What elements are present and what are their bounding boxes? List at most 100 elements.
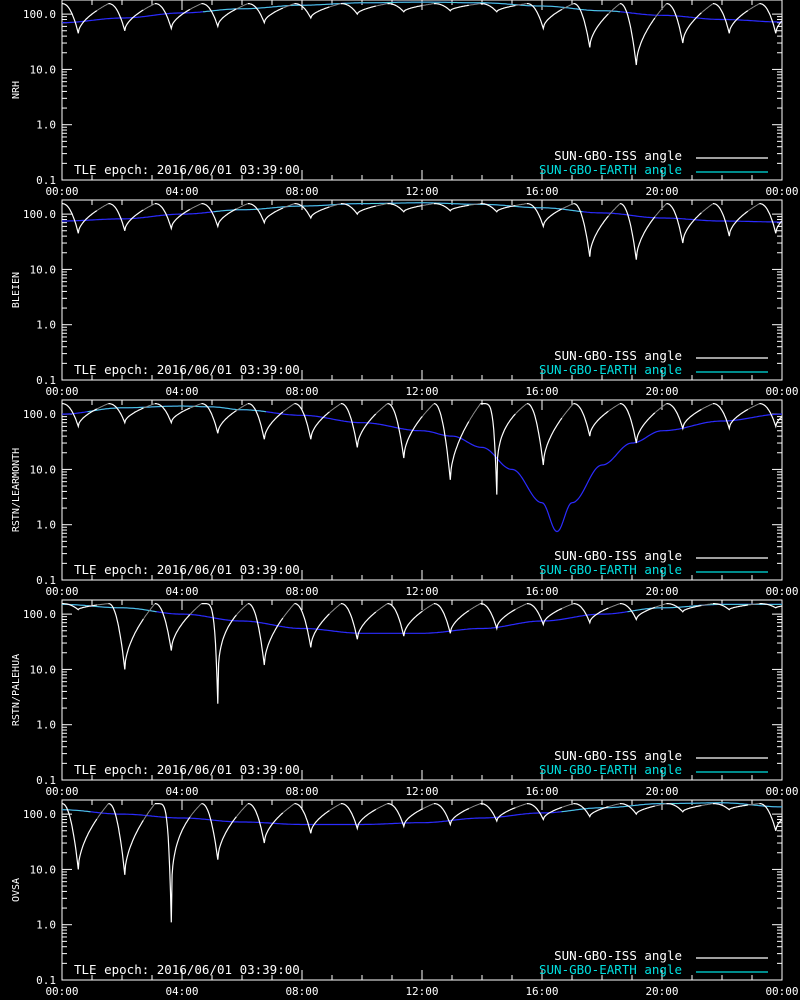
iss-angle-arc-dim [747, 803, 760, 806]
iss-angle-arc-dim [701, 803, 714, 806]
x-tick-label: 08:00 [285, 985, 318, 998]
iss-angle-arc [759, 802, 782, 831]
legend-earth-label: SUN-GBO-EARTH angle [539, 562, 682, 577]
y-tick-label: 100.0 [23, 808, 56, 821]
legend-earth-label: SUN-GBO-EARTH angle [539, 762, 682, 777]
iss-angle-arc-dim [747, 203, 760, 212]
x-tick-label: 12:00 [405, 785, 438, 798]
x-tick-label: 20:00 [645, 185, 678, 198]
y-axis-label: RSTN/PALEHUA [11, 654, 22, 726]
x-tick-label: 00:00 [45, 385, 78, 398]
legend-iss-label: SUN-GBO-ISS angle [554, 548, 682, 563]
tle-epoch-text: TLE epoch: 2016/06/01 03:39:00 [74, 762, 300, 777]
y-axis-label: BLEIEN [11, 272, 22, 308]
iss-angle-arc-dim [561, 203, 574, 210]
y-tick-label: 100.0 [23, 208, 56, 221]
iss-angle-arc-dim [468, 3, 481, 6]
iss-angle-arc [713, 203, 749, 237]
x-tick-label: 16:00 [525, 585, 558, 598]
iss-angle-arc [247, 603, 284, 666]
x-tick-label: 04:00 [165, 985, 198, 998]
legend-iss-label: SUN-GBO-ISS angle [554, 948, 682, 963]
iss-angle-arc [433, 403, 470, 480]
iss-angle-arc-dim [143, 403, 156, 409]
x-tick-label: 16:00 [525, 385, 558, 398]
iss-angle-arc [619, 3, 656, 66]
y-tick-label: 0.1 [36, 774, 56, 787]
iss-angle-arc-dim [236, 803, 249, 818]
iss-angle-arc-dim [189, 603, 202, 615]
iss-angle-arc-dim [654, 403, 667, 414]
tle-epoch-text: TLE epoch: 2016/06/01 03:39:00 [74, 162, 300, 177]
y-tick-label: 10.0 [30, 863, 57, 876]
iss-angle-arc [108, 203, 144, 231]
iss-angle-arc-dim [96, 603, 109, 606]
iss-angle-arc [480, 802, 516, 823]
iss-angle-arc-dim [515, 803, 528, 809]
iss-angle-arc [201, 203, 237, 229]
x-tick-label: 04:00 [165, 785, 198, 798]
y-tick-label: 10.0 [30, 63, 57, 76]
iss-angle-arc-dim [608, 203, 621, 217]
iss-angle-arc-dim [96, 203, 109, 212]
legend-earth-label: SUN-GBO-EARTH angle [539, 362, 682, 377]
iss-angle-arc [480, 403, 516, 495]
iss-angle-arc-dim [189, 203, 202, 210]
x-tick-label: 00:00 [765, 185, 798, 198]
iss-angle-arc-dim [375, 3, 388, 7]
earth-angle-highlight [627, 603, 782, 613]
iss-angle-arc [155, 203, 191, 231]
tle-epoch-text: TLE epoch: 2016/06/01 03:39:00 [74, 562, 300, 577]
x-tick-label: 12:00 [405, 985, 438, 998]
iss-angle-arc-dim [654, 203, 667, 218]
iss-angle-arc-dim [236, 3, 249, 10]
iss-angle-arc-dim [189, 403, 202, 409]
iss-angle-arc-dim [282, 3, 295, 9]
iss-angle-arc [666, 602, 702, 613]
iss-angle-arc [619, 203, 656, 260]
iss-angle-arc-dim [701, 3, 714, 14]
iss-angle-arc [201, 403, 237, 434]
iss-angle-arc [480, 203, 516, 213]
x-tick-label: 16:00 [525, 985, 558, 998]
iss-angle-arc-dim [608, 403, 621, 412]
iss-angle-arc [480, 602, 516, 631]
iss-angle-arc [294, 203, 330, 220]
iss-angle-arc [434, 2, 469, 12]
x-tick-label: 00:00 [765, 985, 798, 998]
iss-angle-arc-dim [561, 403, 574, 419]
iss-angle-arc [155, 602, 191, 651]
iss-angle-arc [62, 602, 97, 611]
iss-angle-arc [341, 403, 377, 448]
iss-angle-arc [387, 602, 423, 637]
iss-angle-arc-dim [422, 203, 435, 206]
iss-angle-arc-dim [282, 803, 295, 814]
iss-angle-arc [108, 603, 144, 670]
iss-angle-arc [526, 403, 563, 466]
iss-angle-arc [248, 403, 284, 440]
iss-angle-arc-dim [236, 603, 249, 616]
iss-angle-arc-dim [608, 803, 621, 808]
x-tick-label: 00:00 [45, 585, 78, 598]
iss-angle-arc [573, 403, 609, 437]
iss-angle-arc-dim [747, 3, 760, 11]
y-tick-label: 10.0 [30, 463, 57, 476]
x-tick-label: 12:00 [405, 185, 438, 198]
x-tick-label: 08:00 [285, 585, 318, 598]
iss-angle-arc-dim [422, 3, 435, 6]
iss-angle-arc [527, 2, 563, 31]
iss-angle-arc [155, 2, 191, 31]
y-tick-label: 100.0 [23, 8, 56, 21]
iss-angle-arc [527, 602, 563, 627]
y-tick-label: 0.1 [36, 574, 56, 587]
y-tick-label: 10.0 [30, 663, 57, 676]
y-tick-label: 0.1 [36, 374, 56, 387]
iss-angle-arc [434, 203, 469, 212]
iss-angle-arc [62, 803, 98, 870]
iss-angle-arc-dim [282, 603, 295, 619]
x-tick-label: 20:00 [645, 785, 678, 798]
x-tick-label: 16:00 [525, 185, 558, 198]
y-tick-label: 1.0 [36, 519, 56, 532]
iss-angle-arc [248, 802, 284, 844]
